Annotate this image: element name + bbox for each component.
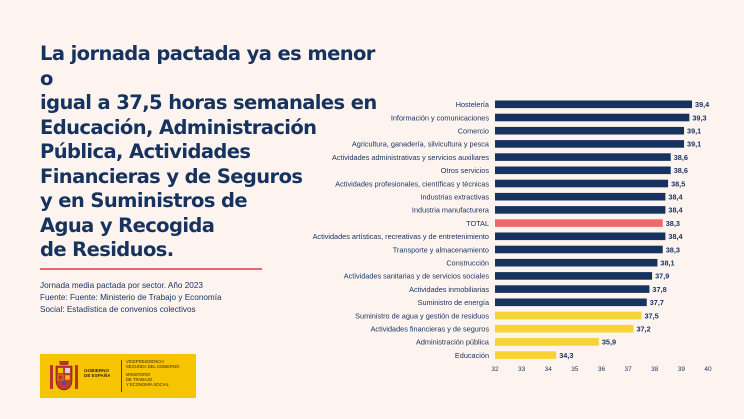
government-name: GOBIERNO DE ESPAÑA — [84, 368, 118, 379]
ministry-line: MINISTERIO — [126, 372, 151, 377]
data-label: 37,9 — [655, 272, 669, 281]
gov-line: GOBIERNO — [84, 368, 110, 373]
headline-line: igual a 37,5 horas semanales en — [40, 91, 377, 114]
data-label: 38,4 — [668, 193, 683, 202]
bar — [495, 338, 599, 346]
headline: La jornada pactada ya es menor o igual a… — [40, 42, 380, 263]
category-label: Actividades financieras y de seguros — [371, 325, 490, 334]
x-tick-label: 37 — [625, 366, 633, 373]
data-label: 38,5 — [671, 179, 685, 188]
category-label: Actividades profesionales, científicas y… — [335, 179, 489, 188]
category-label: Transporte y almacenamiento — [393, 245, 489, 254]
category-label: Otros servicios — [441, 166, 490, 175]
category-label: Educación — [455, 351, 489, 360]
data-label: 38,6 — [674, 153, 688, 162]
category-label: Industrias extractivas — [420, 193, 489, 202]
bar — [495, 258, 658, 267]
vicepresidency-block: VICEPRESIDENCIA SEGUNDA DEL GOBIERNO — [126, 359, 194, 369]
bar — [495, 232, 666, 241]
data-label: 37,7 — [650, 298, 664, 307]
category-label: Industria manufacturera — [412, 206, 490, 215]
category-label: Hostelería — [456, 100, 490, 109]
x-tick-label: 39 — [678, 366, 686, 373]
bar — [495, 219, 663, 227]
data-label: 38,4 — [668, 206, 683, 215]
headline-line: Agua y Recogida — [40, 213, 215, 237]
bar — [495, 324, 634, 333]
category-label: Información y comunicaciones — [391, 113, 489, 122]
category-label: Suministro de agua y gestión de residuos — [355, 311, 489, 320]
data-label: 38,1 — [660, 259, 674, 268]
bar — [495, 245, 663, 254]
headline-line: Financieras y de Seguros — [40, 164, 303, 188]
category-label: Comercio — [458, 127, 489, 136]
category-label: Construcción — [446, 259, 489, 268]
vp-line: VICEPRESIDENCIA — [126, 359, 165, 364]
category-label: Actividades administrativas y servicios … — [332, 153, 489, 162]
notes-line: Fuente: Fuente: Ministerio de Trabajo y … — [40, 293, 222, 303]
category-label: Agricultura, ganadería, silvicultura y p… — [352, 140, 490, 149]
notes-line: Social: Estadística de convenios colecti… — [40, 305, 196, 315]
x-tick-label: 34 — [545, 366, 553, 373]
x-tick-label: 38 — [651, 366, 659, 373]
coat-of-arms-icon — [50, 361, 78, 391]
bar — [495, 192, 666, 201]
chart-notes: Jornada media pactada por sector. Año 20… — [40, 280, 280, 317]
data-label: 37,5 — [644, 311, 658, 320]
data-label: 39,1 — [687, 140, 701, 149]
category-label: Administración pública — [416, 338, 490, 347]
bar — [495, 351, 557, 359]
ministry-block: MINISTERIO DE TRABAJO Y ECONOMÍA SOCIAL — [126, 372, 194, 387]
data-label: 37,8 — [652, 285, 666, 294]
bar — [495, 285, 650, 293]
data-label: 35,9 — [602, 338, 616, 347]
category-label: Actividades inmobiliarias — [409, 285, 489, 294]
x-tick-label: 33 — [518, 366, 526, 373]
data-label: 39,1 — [687, 127, 701, 136]
data-label: 34,3 — [559, 351, 573, 360]
x-tick-label: 36 — [598, 366, 606, 373]
ministry-line: Y ECONOMÍA SOCIAL — [126, 382, 169, 387]
x-tick-label: 32 — [491, 366, 499, 373]
data-label: 38,6 — [674, 166, 688, 175]
headline-line: Educación, Administración — [40, 115, 317, 139]
data-label: 38,4 — [668, 232, 683, 241]
bar — [495, 179, 669, 188]
bar — [495, 272, 653, 280]
divider-line — [40, 268, 262, 270]
bar — [495, 100, 693, 109]
category-label: Actividades artísticas, recreativas y de… — [313, 232, 489, 241]
category-label: TOTAL — [466, 219, 489, 228]
headline-line: La jornada pactada ya es menor o — [40, 42, 375, 90]
x-tick-label: 40 — [704, 366, 712, 373]
ministry-line: DE TRABAJO — [126, 377, 153, 382]
government-logo: GOBIERNO DE ESPAÑA VICEPRESIDENCIA SEGUN… — [40, 354, 196, 398]
data-label: 38,3 — [666, 219, 680, 228]
bar — [495, 311, 642, 320]
bar — [495, 113, 690, 122]
bar — [495, 126, 685, 135]
headline-line: Pública, Actividades — [40, 140, 251, 163]
notes-line: Jornada media pactada por sector. Año 20… — [40, 281, 203, 290]
headline-line: de Residuos. — [40, 238, 174, 261]
bar — [495, 153, 671, 161]
ministry-name: VICEPRESIDENCIA SEGUNDA DEL GOBIERNO MIN… — [126, 359, 194, 390]
x-tick-label: 35 — [571, 366, 579, 373]
bar — [495, 206, 666, 214]
bar — [495, 140, 685, 148]
headline-line: y en Suministros de — [40, 189, 248, 212]
category-label: Suministro de energía — [418, 298, 490, 307]
data-label: 37,2 — [636, 325, 650, 334]
data-label: 39,4 — [695, 100, 710, 109]
bar — [495, 298, 647, 307]
vp-line: SEGUNDA DEL GOBIERNO — [126, 364, 180, 369]
data-label: 39,3 — [692, 113, 706, 122]
category-label: Actividades sanitarias y de servicios so… — [344, 272, 490, 281]
gov-line: DE ESPAÑA — [84, 373, 111, 379]
bar — [495, 166, 671, 175]
data-label: 38,3 — [666, 245, 680, 254]
logo-separator — [121, 360, 122, 392]
